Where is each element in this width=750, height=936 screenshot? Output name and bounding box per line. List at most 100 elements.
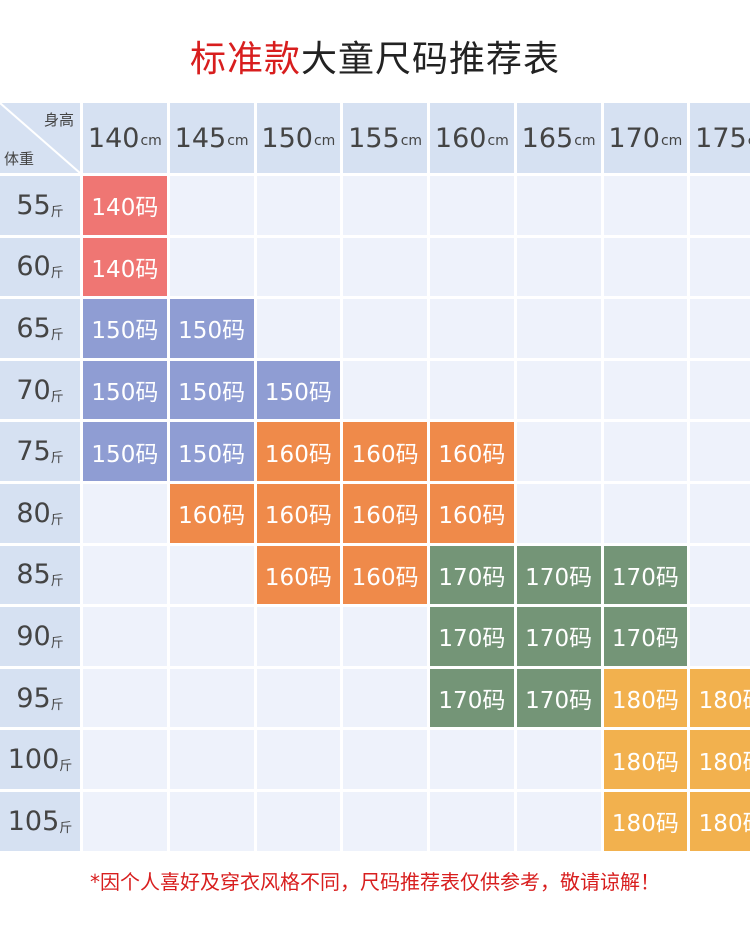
- weight-value: 60: [16, 251, 51, 283]
- empty-cell: [83, 607, 167, 666]
- height-unit: cm: [140, 133, 162, 149]
- weight-header: 60 斤: [0, 237, 80, 297]
- weight-unit: 斤: [50, 635, 64, 651]
- size-cell: 160码: [343, 483, 427, 543]
- weight-value: 100: [7, 744, 60, 776]
- height-unit: cm: [574, 133, 596, 149]
- weight-value: 55: [16, 189, 51, 221]
- size-cell: 150码: [83, 360, 167, 420]
- empty-cell: [256, 791, 341, 851]
- height-value: 145: [174, 122, 227, 154]
- height-unit: cm: [660, 133, 683, 149]
- size-cell: 150码: [256, 360, 341, 420]
- empty-cell: [256, 176, 341, 235]
- weight-unit: 斤: [50, 697, 64, 713]
- empty-cell: [603, 237, 688, 297]
- weight-header: 75 斤: [0, 422, 80, 481]
- empty-cell: [169, 668, 254, 728]
- weight-unit: 斤: [50, 389, 64, 405]
- empty-cell: [83, 545, 167, 605]
- size-cell: 170码: [516, 607, 601, 666]
- size-cell: 160码: [256, 422, 341, 481]
- size-cell: 170码: [516, 668, 601, 728]
- height-header: 170 cm: [603, 103, 688, 173]
- weight-value: 90: [16, 620, 51, 652]
- weight-header: 95 斤: [0, 668, 80, 728]
- size-cell: 180码: [690, 791, 750, 851]
- empty-cell: [343, 360, 427, 420]
- height-header: 175cm: [690, 103, 750, 173]
- empty-cell: [83, 668, 167, 728]
- weight-header: 90 斤: [0, 607, 80, 666]
- size-chart-table: 身高 体重 140 cm 145 cm 150 cm 155 cm 160 cm 165 cm 170 c…: [0, 103, 750, 851]
- empty-cell: [169, 237, 254, 297]
- empty-cell: [690, 360, 750, 420]
- weight-unit: 斤: [50, 204, 64, 220]
- empty-cell: [169, 791, 254, 851]
- empty-cell: [343, 791, 427, 851]
- height-unit: cm: [748, 133, 750, 149]
- weight-unit: 斤: [50, 574, 64, 590]
- weight-value: 80: [16, 497, 51, 529]
- size-cell: 170码: [603, 607, 688, 666]
- empty-cell: [603, 422, 688, 481]
- weight-header: 80 斤: [0, 483, 80, 543]
- weight-header: 85 斤: [0, 545, 80, 605]
- size-cell: 170码: [430, 607, 514, 666]
- height-value: 160: [434, 122, 487, 154]
- weight-header: 70 斤: [0, 360, 80, 420]
- empty-cell: [256, 299, 341, 358]
- empty-cell: [430, 176, 514, 235]
- weight-value: 70: [16, 374, 51, 406]
- empty-cell: [690, 299, 750, 358]
- empty-cell: [516, 176, 601, 235]
- size-cell: 150码: [83, 422, 167, 481]
- height-value: 140: [87, 122, 140, 154]
- weight-unit: 斤: [50, 512, 64, 528]
- weight-value: 65: [16, 312, 51, 344]
- empty-cell: [690, 483, 750, 543]
- empty-cell: [603, 299, 688, 358]
- empty-cell: [343, 299, 427, 358]
- empty-cell: [690, 237, 750, 297]
- size-cell: 140码: [83, 237, 167, 297]
- empty-cell: [603, 176, 688, 235]
- height-header: 165 cm: [516, 103, 601, 173]
- size-cell: 170码: [430, 545, 514, 605]
- empty-cell: [256, 607, 341, 666]
- height-unit: cm: [227, 133, 249, 149]
- empty-cell: [430, 237, 514, 297]
- weight-value: 105: [7, 805, 60, 837]
- height-value: 155: [348, 122, 400, 154]
- weight-header: 65 斤: [0, 299, 80, 358]
- size-cell: 150码: [83, 299, 167, 358]
- height-value: 175: [695, 122, 747, 154]
- empty-cell: [343, 730, 427, 789]
- empty-cell: [83, 730, 167, 789]
- height-header: 145 cm: [169, 103, 254, 173]
- size-cell: 170码: [516, 545, 601, 605]
- size-cell: 140码: [83, 176, 167, 235]
- empty-cell: [256, 730, 341, 789]
- empty-cell: [516, 360, 601, 420]
- height-unit: cm: [313, 133, 336, 149]
- empty-cell: [430, 730, 514, 789]
- height-header: 150 cm: [256, 103, 341, 173]
- size-cell: 160码: [256, 545, 341, 605]
- size-cell: 170码: [430, 668, 514, 728]
- size-cell: 160码: [343, 422, 427, 481]
- weight-unit: 斤: [59, 820, 73, 836]
- height-value: 165: [521, 122, 574, 154]
- empty-cell: [690, 607, 750, 666]
- title-highlight: 标准款: [189, 39, 301, 80]
- weight-value: 75: [16, 436, 51, 468]
- weight-value: 85: [16, 559, 51, 591]
- size-cell: 180码: [603, 791, 688, 851]
- weight-header: 100 斤: [0, 730, 80, 789]
- empty-cell: [690, 422, 750, 481]
- weight-unit: 斤: [59, 759, 73, 775]
- empty-cell: [690, 176, 750, 235]
- weight-value: 95: [16, 682, 51, 714]
- size-cell: 160码: [256, 483, 341, 543]
- size-cell: 180码: [690, 730, 750, 789]
